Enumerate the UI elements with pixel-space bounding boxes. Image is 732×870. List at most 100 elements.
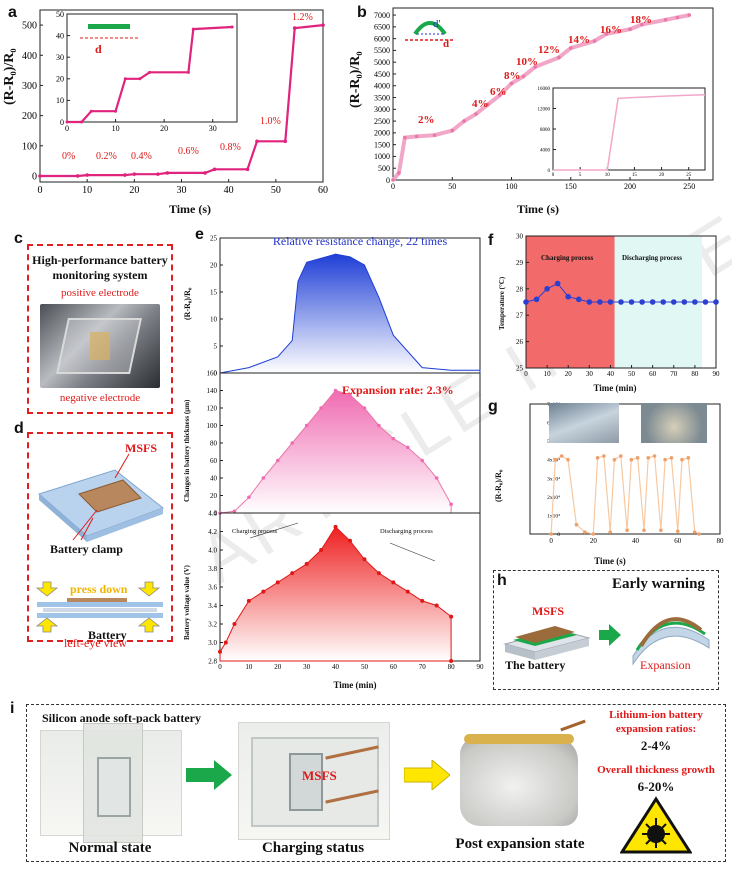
panel-b-label: b: [357, 4, 367, 21]
y-tick-label: 100: [207, 422, 218, 430]
press-arrow-right-icon: [137, 581, 161, 597]
e-mid-point: [420, 458, 425, 463]
y-tick-label: 20: [210, 261, 218, 269]
e-mid-point: [304, 423, 309, 428]
y-tick-label: 20: [56, 75, 64, 84]
y-tick-label: 28: [516, 285, 524, 293]
b-data-point: [557, 55, 561, 60]
a-strain-label: 1.0%: [260, 116, 281, 127]
warning-icon: [620, 796, 692, 854]
a-data-point: [132, 172, 137, 176]
y-tick-label: 3.8: [208, 565, 217, 573]
i-battery-title: Silicon anode soft-pack battery: [42, 711, 201, 725]
y-tick-label: 30: [516, 232, 524, 240]
a-strain-label: 0.6%: [178, 146, 199, 157]
f-data-point: [639, 299, 645, 305]
a-inset-line: [67, 25, 233, 124]
f-data-point: [660, 299, 667, 305]
b-data-point: [432, 133, 437, 138]
i-thick-title: Overall thickness growth: [597, 764, 715, 776]
i-arrow-green-icon: [186, 760, 232, 790]
y-tick-label: 8000: [540, 128, 551, 133]
i-thick-value: 6-20%: [637, 779, 675, 794]
plot-frame: [66, 13, 238, 123]
y-tick-label: 25: [516, 364, 524, 372]
g-data-point: [553, 457, 558, 462]
e-bot-point: [304, 561, 309, 566]
i-charging: Charging status: [261, 840, 365, 856]
b-data-point: [568, 46, 573, 50]
g-data-point: [697, 532, 701, 536]
i-normal-photo: [40, 723, 182, 843]
y-tick-label: 60: [210, 457, 218, 465]
y-tick-label: 400: [22, 51, 37, 62]
e-bot-point: [434, 603, 439, 608]
x-tick-label: 0: [552, 173, 555, 178]
a-data-point: [245, 167, 250, 172]
a-data-point: [212, 167, 217, 172]
x-tick-label: 10: [112, 124, 120, 133]
f-data-point: [649, 299, 656, 305]
x-tick-label: 10: [245, 663, 253, 671]
battery-photo: [40, 304, 160, 388]
x-tick-label: 40: [607, 370, 615, 378]
e-bot-point: [218, 649, 222, 654]
e-bot-point: [232, 622, 237, 626]
panel-a-label: a: [8, 4, 17, 21]
y-tick-label: 10: [210, 315, 218, 323]
x-tick-label: 20: [659, 173, 665, 178]
press-arrow-left-icon: [35, 581, 59, 597]
g-data-point: [652, 454, 657, 458]
e-bot-point: [333, 524, 338, 529]
g-x-tick-label: 20: [590, 537, 598, 545]
y-tick-label: 0: [214, 509, 218, 517]
a-data-point: [203, 171, 207, 175]
x-tick-label: 30: [586, 370, 594, 378]
b-strain-label: 2%: [418, 114, 435, 126]
a-strain-label: 1.2%: [292, 12, 313, 23]
e-mid-point: [261, 476, 266, 480]
g-data-point: [574, 522, 579, 527]
b-data-point: [640, 22, 644, 27]
panel-g-label: g: [488, 398, 498, 415]
e-charging-arrow: [249, 522, 299, 539]
b-strain-label: 10%: [516, 56, 538, 68]
i-msfs: MSFS: [302, 768, 337, 783]
x-tick-label: 60: [318, 185, 328, 196]
x-tick-label: 70: [670, 370, 678, 378]
e-top-ylabel: (R-R₀)/R₀: [183, 287, 192, 320]
a-strip-icon: [88, 24, 130, 29]
y-tick-label: 15: [210, 288, 218, 296]
b-strain-label: 6%: [490, 86, 507, 98]
e-charging: Charging process: [232, 528, 278, 535]
chart-e: 0 5 10 15 20 25 0 20 40 60 80 100 120 140 160 0 10 20 30…: [207, 234, 485, 671]
b-data-point: [391, 178, 395, 182]
y-tick-label: 40: [56, 31, 64, 40]
d-clamp: Battery clamp: [50, 542, 123, 556]
e-mid-point: [434, 476, 439, 480]
i-li-value: 2-4%: [640, 738, 672, 753]
f-ylabel: Temperature (°C): [498, 276, 506, 330]
x-tick-label: 150: [565, 182, 577, 191]
x-tick-label: 40: [332, 663, 340, 671]
y-tick-label: 500: [22, 21, 37, 32]
a-strain-label: 0.8%: [220, 142, 241, 153]
g-x-tick-label: 0: [549, 537, 553, 545]
top-plate: [37, 602, 163, 607]
g-data-point: [612, 457, 617, 462]
e-mid-point: [232, 509, 237, 514]
f-data-point: [681, 299, 688, 305]
g-data-point: [591, 532, 596, 536]
b-data-point: [474, 112, 478, 116]
x-tick-label: 20: [565, 370, 573, 378]
f-data-point: [554, 280, 561, 287]
f-data-point: [670, 299, 677, 305]
chart-f: 0 10 20 30 40 50 60 70 80 90 25 26 27 28 29 30: [516, 232, 720, 378]
d-msfs: MSFS: [125, 441, 158, 455]
panel-c-label: c: [14, 230, 23, 247]
support-arrow-right-icon: [137, 617, 161, 633]
e-mid-point: [405, 445, 410, 450]
x-tick-label: 15: [632, 173, 638, 178]
y-tick-label: 2000: [374, 129, 390, 138]
h-battery-label: The battery: [505, 658, 566, 672]
